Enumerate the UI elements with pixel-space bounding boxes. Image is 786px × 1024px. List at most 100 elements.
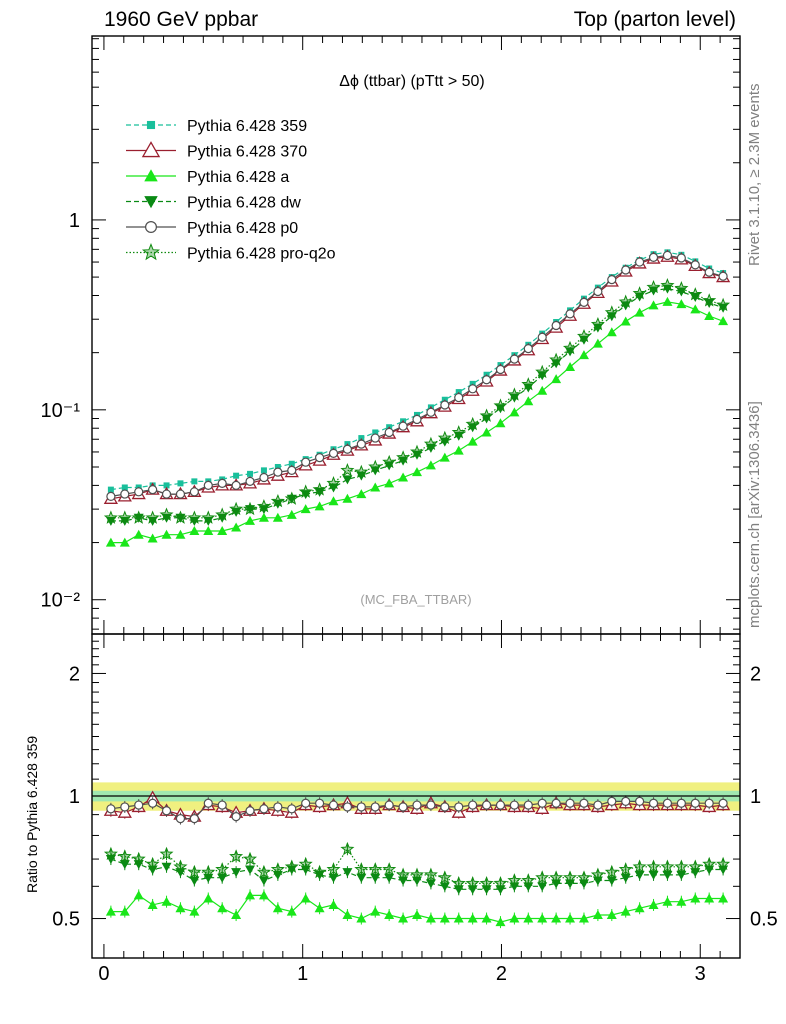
point-a — [592, 338, 603, 348]
ratio-y-tick-label-left: 2 — [69, 663, 80, 685]
point-a — [662, 296, 673, 306]
ratio-point-dw — [189, 876, 200, 886]
point-pro-q2o — [131, 510, 146, 524]
ratio-point-p0 — [161, 806, 172, 816]
point-p0 — [161, 489, 172, 499]
ratio-point-a — [578, 913, 589, 923]
ratio-point-pro-q2o — [632, 859, 647, 873]
ratio-point-p0 — [481, 800, 492, 810]
ratio-point-a — [119, 906, 130, 916]
legend-label-pro-q2o: Pythia 6.428 pro-q2o — [187, 246, 336, 263]
point-a — [133, 529, 144, 539]
ratio-point-pro-q2o — [674, 859, 689, 873]
point-p0 — [301, 457, 311, 467]
ratio-point-a — [147, 899, 158, 909]
point-pro-q2o — [562, 340, 578, 355]
point-a — [676, 299, 687, 309]
ratio-point-p0 — [495, 800, 506, 810]
point-dw — [342, 475, 353, 485]
x-tick-label: 0 — [98, 963, 109, 985]
point-p0 — [593, 286, 603, 297]
point-a — [481, 427, 492, 437]
point-pro-q2o — [201, 510, 216, 524]
ratio-point-pro-q2o — [521, 873, 536, 887]
ratio-point-pro-q2o — [590, 867, 605, 881]
point-pro-q2o — [312, 482, 327, 496]
point-p0 — [579, 297, 589, 307]
point-p0 — [120, 489, 130, 499]
ratio-point-pro-q2o — [354, 862, 369, 876]
ratio-point-a — [509, 913, 520, 923]
series-line-359 — [110, 251, 724, 491]
ratio-point-p0 — [426, 800, 436, 810]
point-p0 — [495, 364, 506, 375]
ratio-point-pro-q2o — [201, 864, 216, 879]
ratio-point-a — [105, 906, 116, 916]
point-pro-q2o — [507, 387, 522, 401]
ratio-point-p0 — [718, 798, 728, 808]
ratio-point-p0 — [565, 798, 575, 808]
ratio-point-p0 — [273, 802, 283, 812]
ratio-point-p0 — [398, 802, 408, 812]
ratio-point-pro-q2o — [382, 862, 397, 876]
ratio-point-dw — [439, 882, 450, 892]
ratio-point-dw — [606, 876, 617, 886]
point-a — [690, 304, 701, 314]
y-tick-label: 10⁻² — [41, 590, 81, 612]
ratio-point-dw — [161, 862, 172, 872]
point-p0 — [342, 444, 353, 454]
legend-label-359: Pythia 6.428 359 — [187, 118, 307, 135]
main-panel-series — [103, 249, 731, 547]
ratio-point-pro-q2o — [465, 876, 480, 890]
point-a — [537, 385, 548, 395]
ratio-point-a — [565, 913, 576, 923]
point-pro-q2o — [410, 444, 424, 458]
ratio-point-dw — [384, 873, 395, 883]
ratio-point-p0 — [120, 802, 130, 812]
point-a — [105, 537, 116, 547]
ratio-point-pro-q2o — [535, 870, 550, 884]
y-tick-label: 10⁻¹ — [41, 400, 81, 422]
point-pro-q2o — [423, 436, 438, 450]
ratio-point-p0 — [509, 800, 519, 810]
ratio-point-pro-q2o — [368, 862, 383, 876]
ratio-point-a — [272, 903, 283, 913]
point-pro-q2o — [660, 278, 675, 292]
ratio-point-p0 — [356, 802, 366, 812]
ratio-point-p0 — [621, 796, 631, 806]
ratio-point-p0 — [175, 814, 186, 824]
point-a — [425, 460, 436, 470]
point-a — [161, 529, 172, 539]
ratio-point-p0 — [440, 802, 450, 812]
ratio-series-p0 — [106, 795, 728, 825]
legend-entry-370: Pythia 6.428 370 — [126, 141, 307, 161]
point-pro-q2o — [577, 328, 592, 343]
ratio-point-pro-q2o — [577, 870, 592, 884]
point-pro-q2o — [270, 493, 285, 508]
ratio-point-dw — [119, 860, 130, 870]
point-p0 — [662, 250, 673, 261]
point-a — [704, 310, 715, 320]
point-p0 — [384, 427, 394, 438]
point-a — [203, 526, 214, 536]
point-p0 — [509, 354, 519, 364]
ratio-point-dw — [258, 876, 269, 886]
point-a — [620, 316, 631, 326]
ratio-point-p0 — [245, 806, 255, 816]
ratio-point-a — [690, 893, 701, 903]
point-pro-q2o — [159, 507, 174, 521]
ratio-point-pro-q2o — [618, 862, 633, 876]
point-pro-q2o — [215, 507, 230, 521]
point-p0 — [328, 448, 339, 458]
point-pro-q2o — [674, 281, 689, 295]
point-a — [398, 472, 409, 482]
ratio-point-a — [467, 913, 478, 923]
point-a — [175, 529, 186, 539]
ratio-point-p0 — [342, 802, 353, 812]
ratio-point-a — [537, 913, 548, 923]
ratio-point-p0 — [287, 804, 297, 814]
ratio-point-a — [551, 913, 562, 923]
ratio-point-a — [370, 906, 381, 916]
x-tick-label: 1 — [297, 963, 308, 985]
